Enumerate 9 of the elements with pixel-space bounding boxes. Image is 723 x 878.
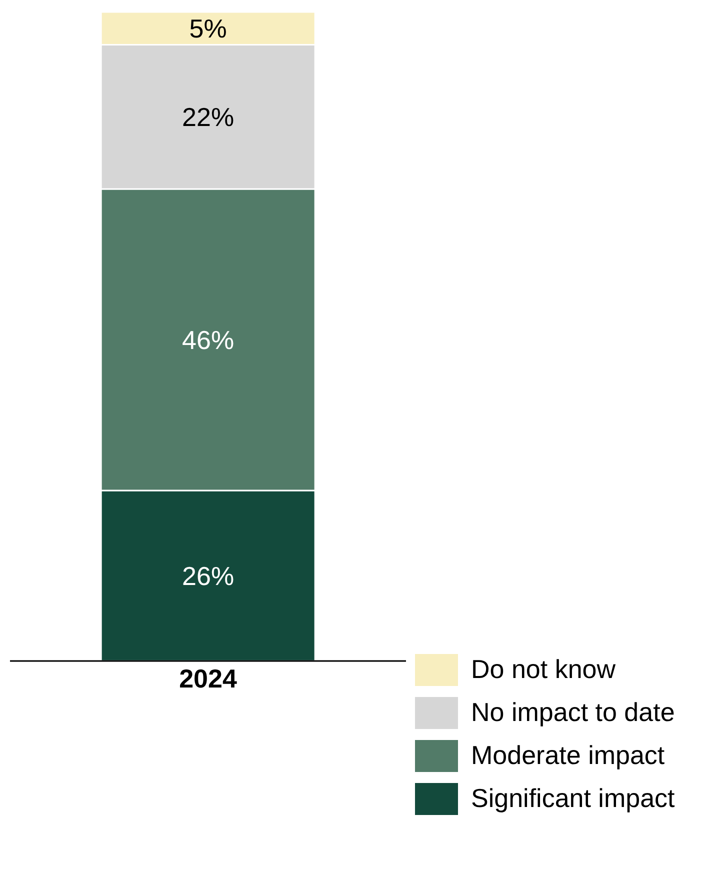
text: Moderate impact (471, 740, 665, 771)
legend-label: Significant impact (471, 783, 675, 814)
legend-label: Do not know (471, 654, 616, 685)
data-label: 46% (182, 324, 234, 355)
data-label: 22% (182, 102, 234, 132)
legend-label: No impact to date (471, 697, 675, 728)
x-tick-label: 2024 (179, 663, 238, 694)
data-label: 26% (182, 560, 234, 591)
data-label: 5% (189, 13, 227, 44)
